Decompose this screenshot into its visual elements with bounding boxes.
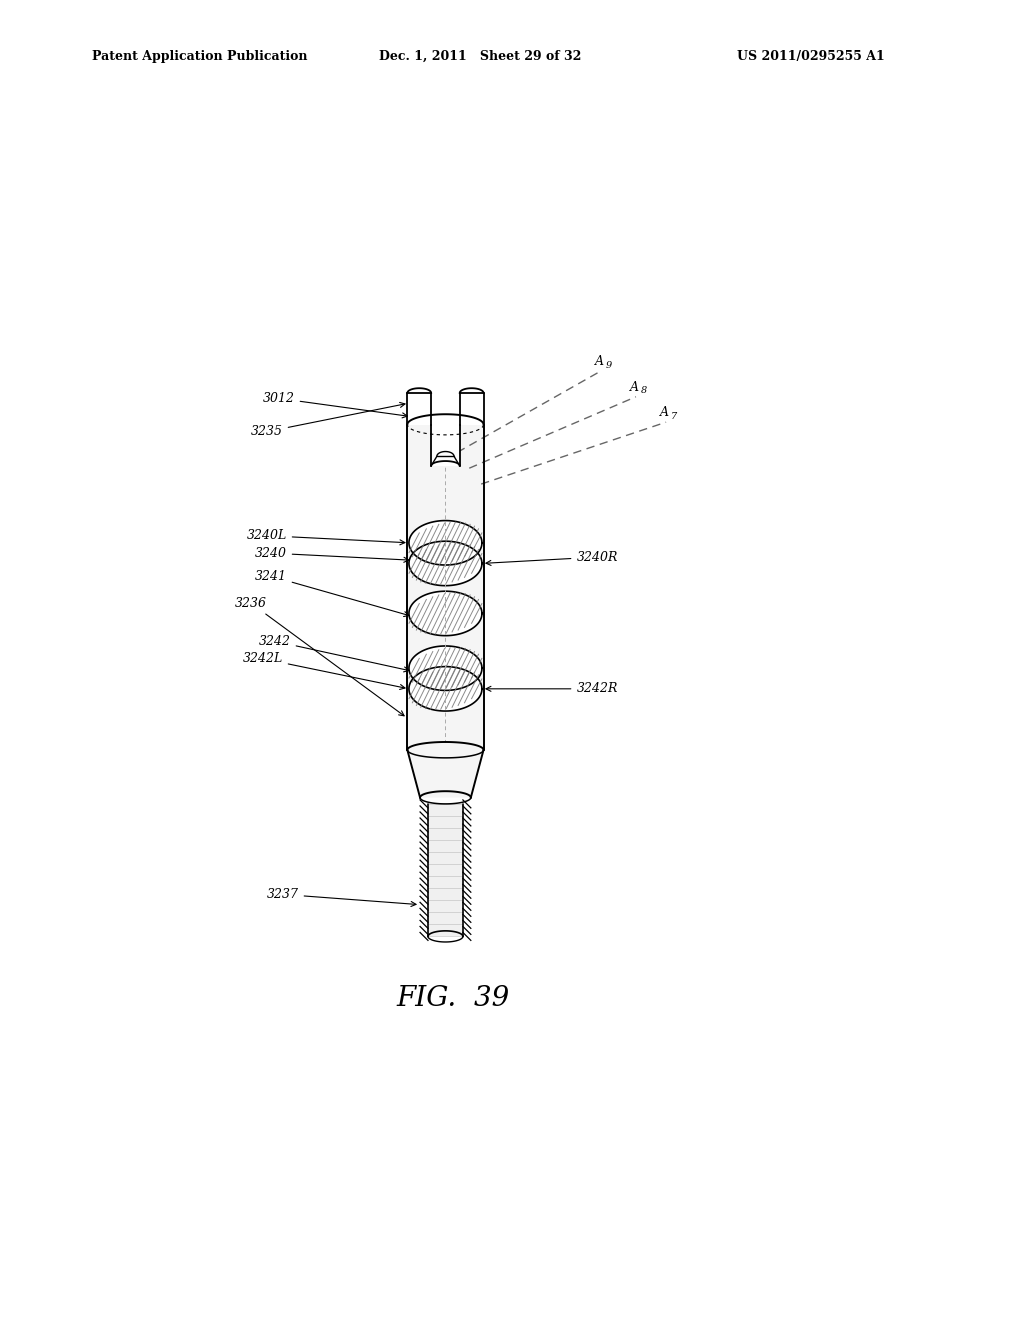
Text: 8: 8 xyxy=(641,387,647,395)
Text: 3240: 3240 xyxy=(255,546,409,562)
Text: A: A xyxy=(595,355,603,368)
Polygon shape xyxy=(428,804,463,936)
Text: 3241: 3241 xyxy=(255,570,409,616)
Text: 3242: 3242 xyxy=(259,635,409,672)
Text: Dec. 1, 2011   Sheet 29 of 32: Dec. 1, 2011 Sheet 29 of 32 xyxy=(379,50,582,63)
Polygon shape xyxy=(409,541,482,586)
Text: 3237: 3237 xyxy=(266,888,416,907)
Polygon shape xyxy=(409,667,482,711)
Text: A: A xyxy=(659,407,669,418)
Text: 3235: 3235 xyxy=(251,403,406,438)
Text: Patent Application Publication: Patent Application Publication xyxy=(92,50,307,63)
Text: US 2011/0295255 A1: US 2011/0295255 A1 xyxy=(737,50,885,63)
Text: 3240L: 3240L xyxy=(247,529,404,545)
Text: 3242L: 3242L xyxy=(243,652,406,689)
Polygon shape xyxy=(409,591,482,636)
Text: 3012: 3012 xyxy=(262,392,408,418)
Text: FIG.  39: FIG. 39 xyxy=(396,985,510,1012)
Polygon shape xyxy=(408,425,483,750)
Text: 3240R: 3240R xyxy=(486,550,617,565)
Polygon shape xyxy=(408,750,483,797)
Text: 9: 9 xyxy=(606,360,612,370)
Text: 3242R: 3242R xyxy=(486,682,617,696)
Text: 3236: 3236 xyxy=(234,597,404,715)
Polygon shape xyxy=(431,414,460,466)
Polygon shape xyxy=(409,520,482,565)
Text: A: A xyxy=(630,380,639,393)
Polygon shape xyxy=(409,645,482,690)
Text: 7: 7 xyxy=(671,412,677,421)
